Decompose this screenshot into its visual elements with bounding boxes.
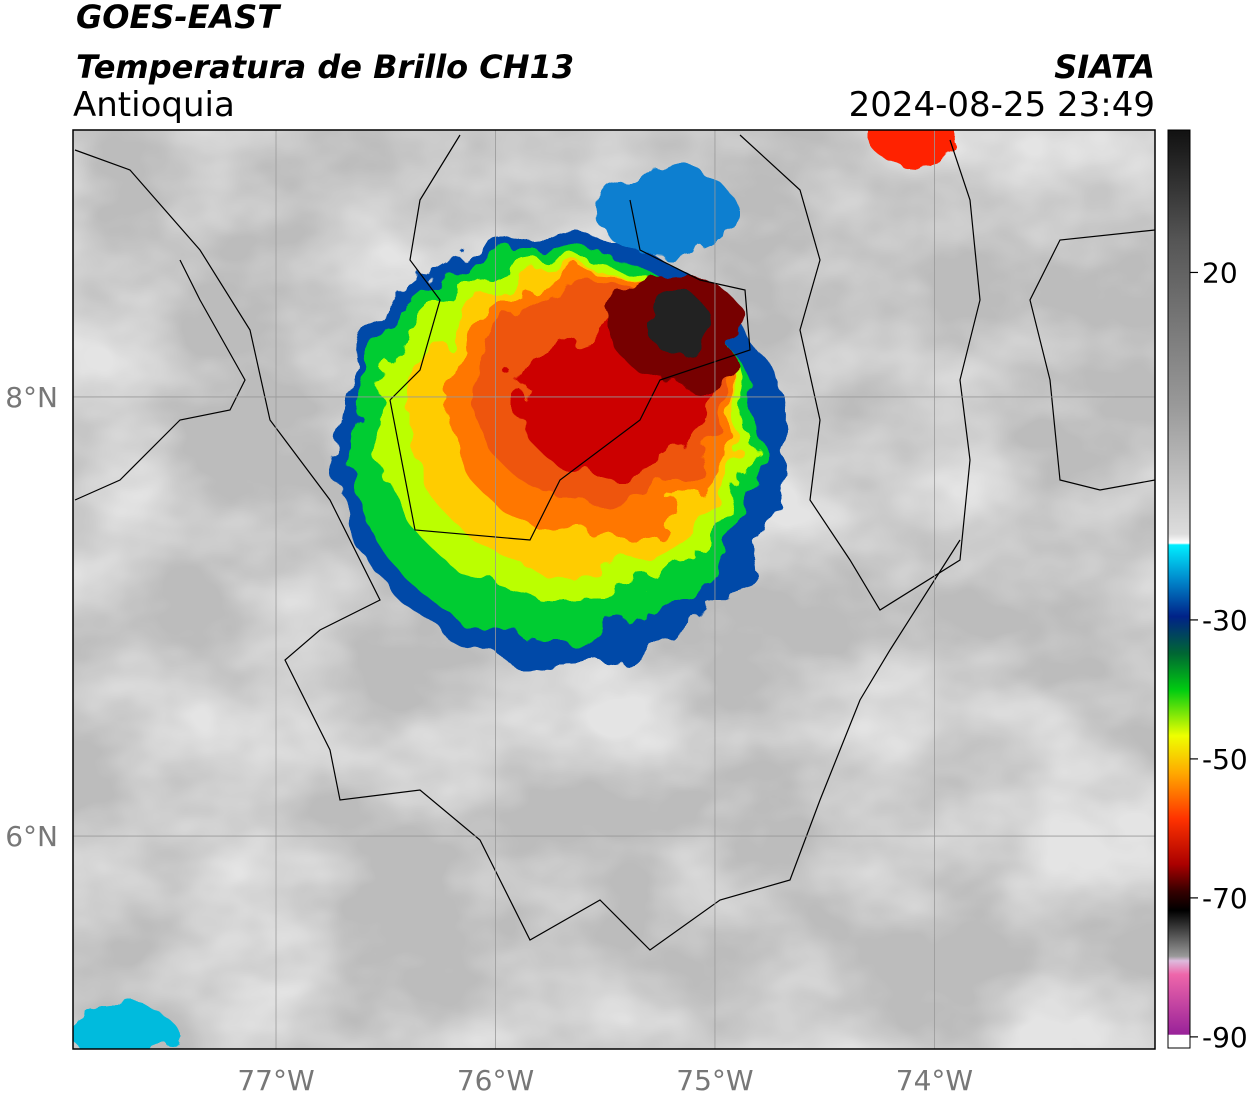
lat-label: 6°N <box>5 820 58 853</box>
colorbar <box>1167 129 1191 1049</box>
lon-label: 77°W <box>237 1064 314 1097</box>
lon-label: 74°W <box>896 1064 973 1097</box>
lon-label: 76°W <box>457 1064 534 1097</box>
region: Antioquia <box>73 85 235 125</box>
agency: SIATA <box>1054 48 1155 86</box>
datetime: 2024-08-25 23:49 <box>849 85 1155 125</box>
colorbar-label: -90 <box>1202 1021 1248 1054</box>
colorbar-label: -50 <box>1202 743 1248 776</box>
title: GOES-EAST <box>76 0 281 36</box>
lon-label: 75°W <box>676 1064 753 1097</box>
colorbar-label: 20 <box>1202 256 1238 289</box>
colorbar-label: -30 <box>1202 604 1248 637</box>
lat-label: 8°N <box>5 381 58 414</box>
colorbar-ticks: 20 -30 -50 -70 -90 <box>1190 256 1248 1054</box>
graticule <box>73 130 1155 1049</box>
subtitle: Temperatura de Brillo CH13 <box>76 48 574 86</box>
map-frame <box>72 129 1156 1050</box>
map-image <box>73 130 1155 1049</box>
colorbar-label: -70 <box>1202 882 1248 915</box>
